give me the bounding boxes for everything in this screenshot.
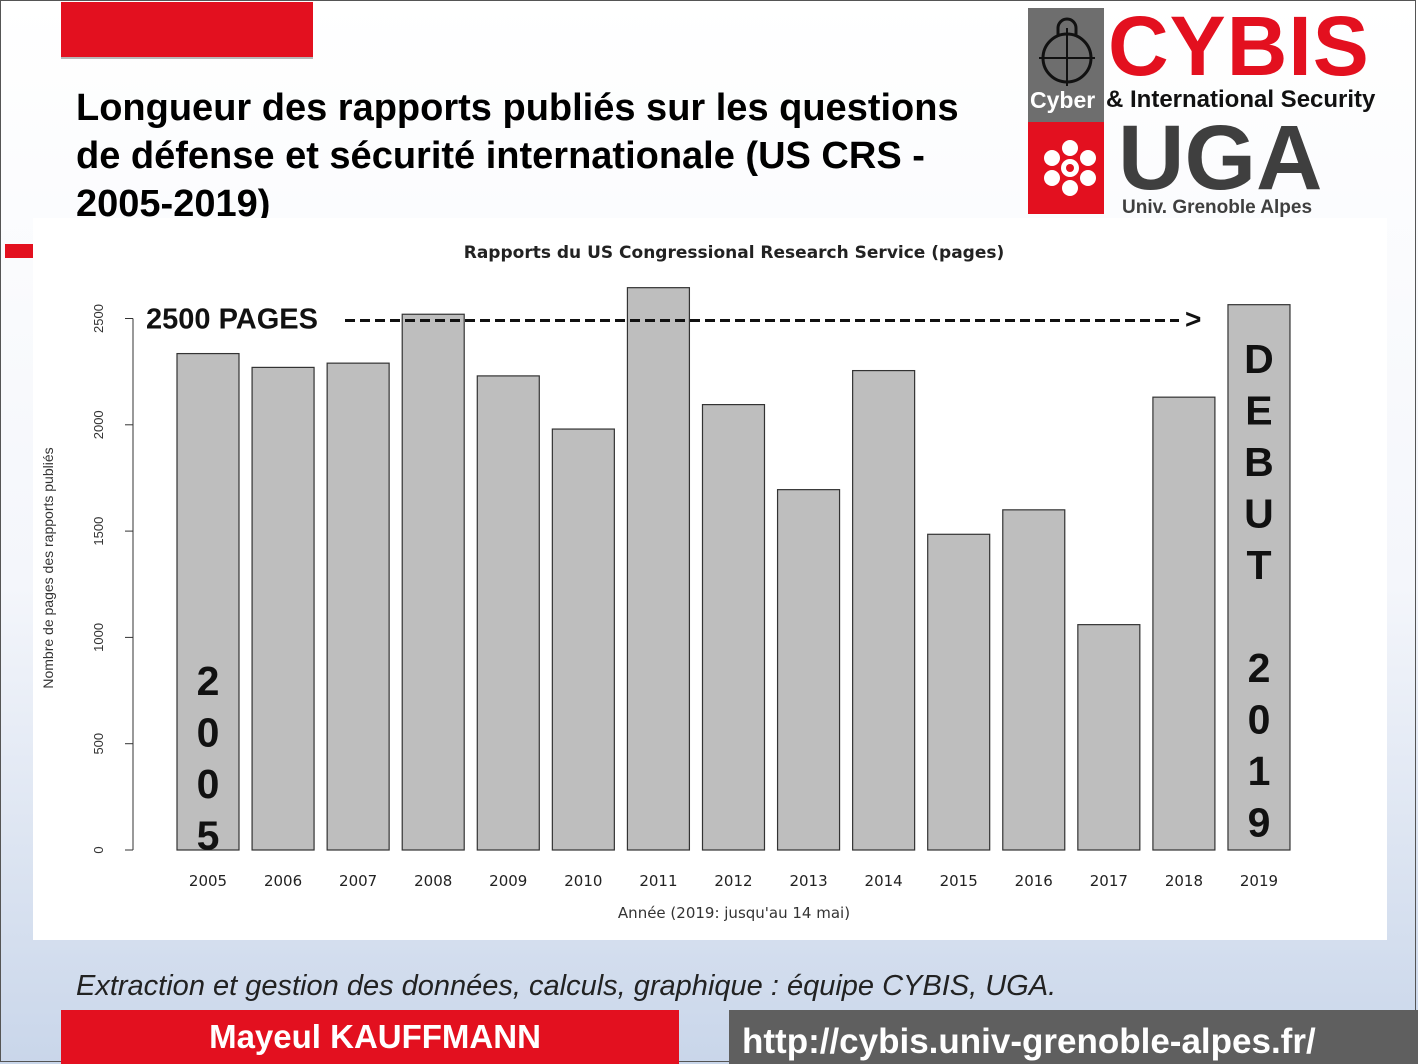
bar-2010 — [551, 428, 615, 851]
x-tick-label: 2007 — [339, 872, 377, 890]
bar-chart: Rapports du US Congressional Research Se… — [40, 243, 1291, 922]
y-tick-label: 500 — [91, 733, 106, 755]
slide-title: Longueur des rapports publiés sur les qu… — [76, 87, 959, 225]
x-tick-label: 2005 — [189, 872, 227, 890]
last-bar-year-char: 2 — [1248, 645, 1271, 691]
first-bar-year-char: 0 — [197, 710, 220, 756]
y-tick-label: 2500 — [91, 304, 106, 333]
author-bar — [61, 1010, 679, 1064]
logo-intl-text: & International Security — [1106, 86, 1376, 113]
last-bar-debut-char: U — [1244, 491, 1274, 537]
last-bar-year-char: 1 — [1248, 748, 1271, 794]
first-bar-year-char: 0 — [197, 761, 220, 807]
first-bar-year-char: 2 — [197, 658, 220, 704]
x-tick-label: 2014 — [865, 872, 903, 890]
x-axis-label: Année (2019: jusqu'au 14 mai) — [618, 904, 850, 922]
y-tick-label: 1000 — [91, 623, 106, 652]
lock-icon — [1039, 17, 1095, 86]
bar-2009 — [476, 375, 540, 851]
x-tick-label: 2010 — [564, 872, 602, 890]
reference-arrow: > — [1185, 304, 1201, 335]
bar-2016 — [1002, 509, 1066, 851]
top-red-banner — [61, 2, 313, 57]
logo-cyber-text: Cyber — [1030, 87, 1096, 113]
x-tick-label: 2008 — [414, 872, 452, 890]
logo-uga-text: UGA — [1118, 107, 1323, 209]
bar-2006 — [251, 366, 315, 851]
bar-2012 — [701, 404, 766, 851]
x-tick-label: 2011 — [639, 872, 677, 890]
reference-label: 2500 PAGES — [146, 304, 318, 336]
bar-2005 — [176, 352, 240, 851]
bar-2019 — [1227, 304, 1291, 851]
bar-2013 — [776, 489, 841, 851]
x-tick-label: 2019 — [1240, 872, 1278, 890]
chart-title: Rapports du US Congressional Research Se… — [464, 243, 1005, 263]
last-bar-debut-char: D — [1244, 336, 1274, 382]
bar-2014 — [852, 369, 916, 851]
x-tick-label: 2009 — [489, 872, 527, 890]
x-tick-label: 2006 — [264, 872, 302, 890]
first-bar-year-char: 5 — [197, 813, 220, 859]
x-tick-label: 2012 — [714, 872, 752, 890]
last-bar-year-char: 0 — [1248, 697, 1271, 743]
y-tick-label: 0 — [91, 846, 106, 853]
logo-cybis-text: CYBIS — [1108, 0, 1370, 93]
last-bar-year-char: 9 — [1248, 800, 1271, 846]
bar-2007 — [326, 362, 390, 851]
last-bar-debut-char: E — [1245, 388, 1272, 434]
bar-2015 — [927, 533, 991, 851]
side-red-marker — [5, 244, 35, 258]
x-tick-label: 2015 — [940, 872, 978, 890]
x-tick-label: 2013 — [789, 872, 827, 890]
x-tick-label: 2018 — [1165, 872, 1203, 890]
bar-2018 — [1152, 396, 1216, 851]
source-note: Extraction et gestion des données, calcu… — [76, 970, 1057, 1002]
last-bar-debut-char: T — [1246, 542, 1271, 588]
bar-2008 — [401, 313, 465, 851]
flower-emblem-icon — [1044, 140, 1096, 196]
logo-univ-text: Univ. Grenoble Alpes — [1122, 197, 1313, 218]
author-name: Mayeul KAUFFMANN — [209, 1018, 541, 1055]
last-bar-debut-char: B — [1244, 439, 1274, 485]
y-tick-label: 1500 — [91, 517, 106, 546]
x-tick-label: 2016 — [1015, 872, 1053, 890]
y-axis-label: Nombre de pages des rapports publiés — [40, 447, 56, 688]
bar-2011 — [626, 287, 691, 851]
x-tick-label: 2017 — [1090, 872, 1128, 890]
y-tick-label: 2000 — [91, 410, 106, 439]
url-bar — [729, 1010, 1418, 1064]
bar-2017 — [1077, 624, 1141, 851]
site-url[interactable]: http://cybis.univ-grenoble-alpes.fr/ — [742, 1022, 1316, 1061]
